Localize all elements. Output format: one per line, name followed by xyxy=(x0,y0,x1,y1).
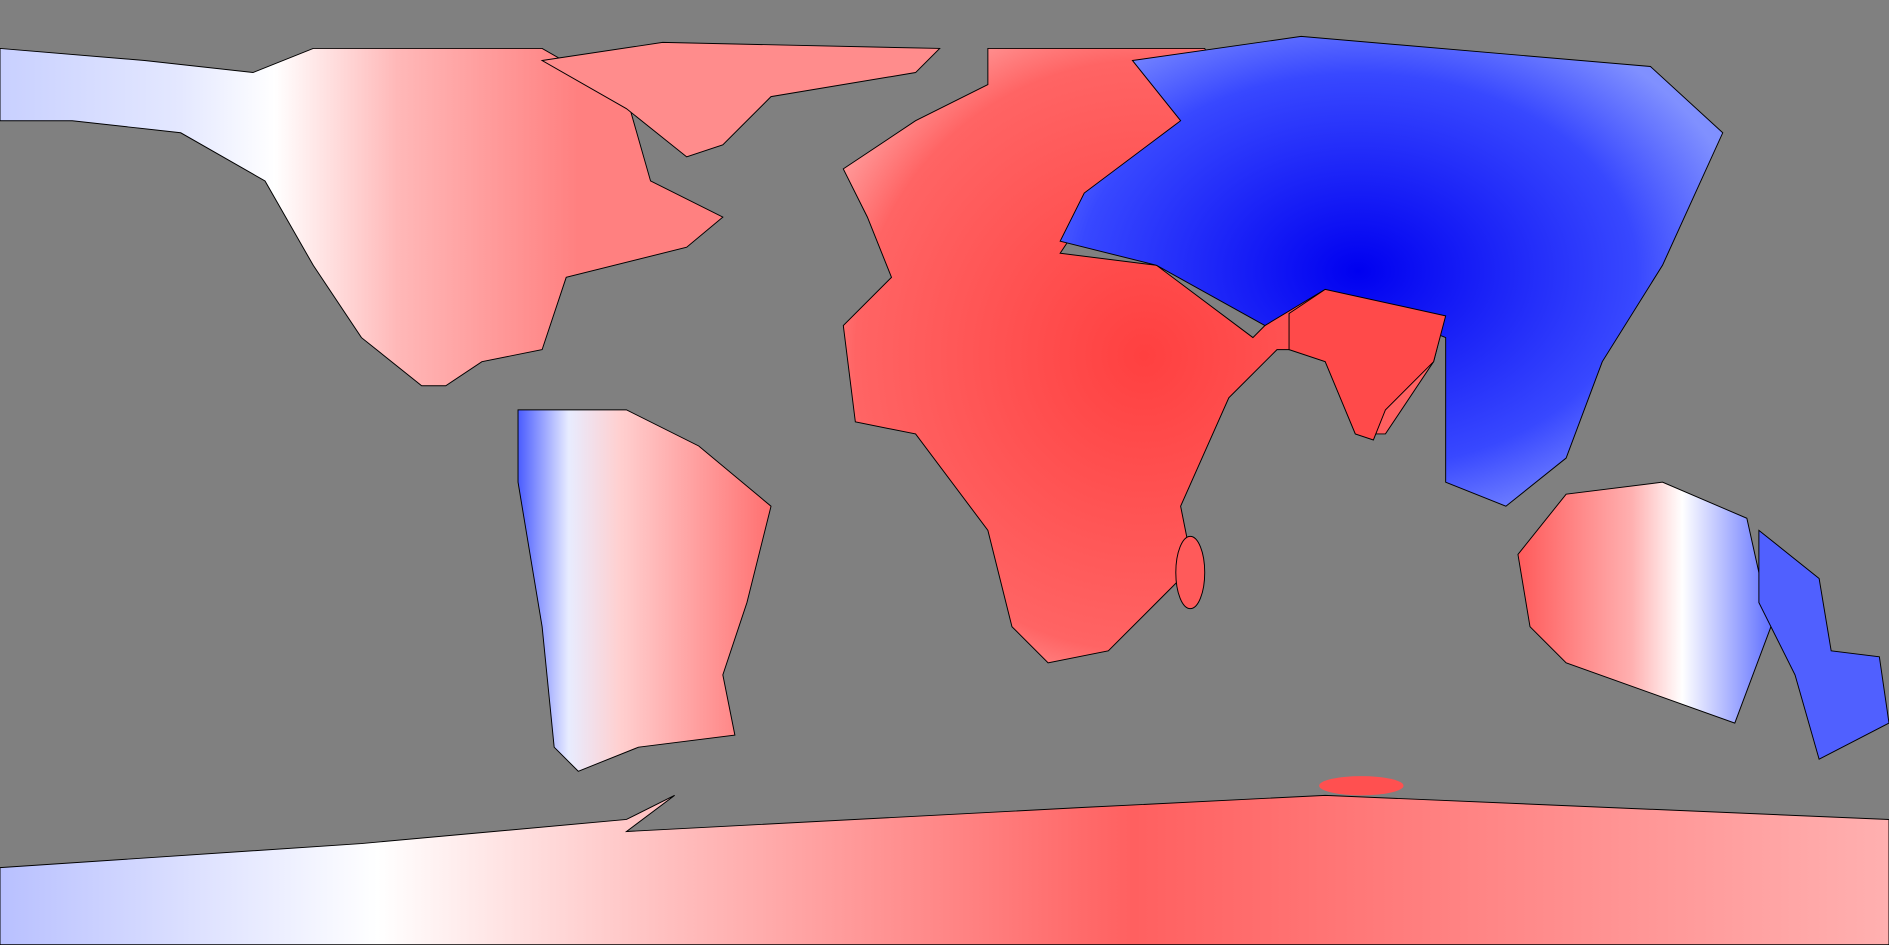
greenland xyxy=(540,41,941,158)
madagascar xyxy=(1175,535,1206,610)
antarctic-patch xyxy=(1319,776,1404,796)
asia xyxy=(1059,35,1724,507)
north-america xyxy=(0,47,724,387)
india xyxy=(1288,288,1447,441)
south-america xyxy=(517,409,772,772)
new-zealand xyxy=(1758,529,1889,760)
